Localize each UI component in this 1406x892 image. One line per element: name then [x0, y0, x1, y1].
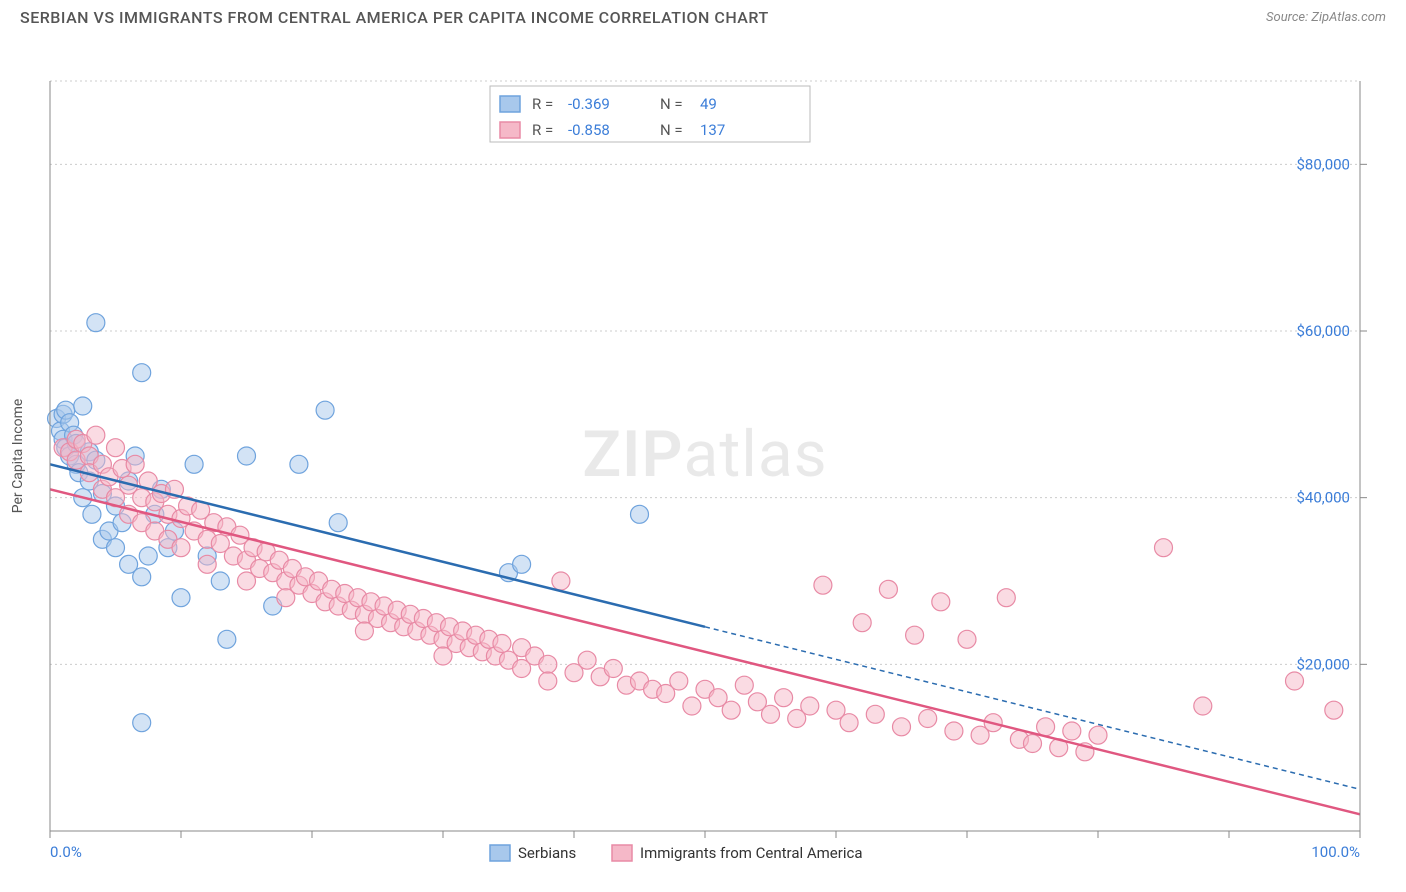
data-point: [945, 722, 963, 740]
data-point: [172, 539, 190, 557]
bottom-legend-swatch: [612, 845, 632, 861]
chart-title: SERBIAN VS IMMIGRANTS FROM CENTRAL AMERI…: [20, 8, 769, 27]
data-point: [539, 655, 557, 673]
data-point: [238, 447, 256, 465]
data-point: [552, 572, 570, 590]
chart-source: Source: ZipAtlas.com: [1266, 10, 1386, 25]
data-point: [290, 455, 308, 473]
data-point: [133, 364, 151, 382]
data-point: [762, 705, 780, 723]
y-tick-label: $60,000: [1296, 322, 1350, 340]
data-point: [932, 593, 950, 611]
data-point: [211, 572, 229, 590]
data-point: [493, 635, 511, 653]
bottom-legend-label: Immigrants from Central America: [640, 844, 863, 862]
y-tick-label: $80,000: [1296, 155, 1350, 173]
data-point: [853, 614, 871, 632]
data-point: [218, 630, 236, 648]
data-point: [1037, 718, 1055, 736]
data-point: [139, 547, 157, 565]
data-point: [683, 697, 701, 715]
legend-swatch: [500, 96, 520, 112]
data-point: [1194, 697, 1212, 715]
data-point: [539, 672, 557, 690]
data-point: [722, 701, 740, 719]
y-tick-label: $40,000: [1296, 489, 1350, 507]
data-point: [840, 714, 858, 732]
data-point: [997, 589, 1015, 607]
legend-n-value: 137: [700, 121, 725, 139]
data-point: [801, 697, 819, 715]
legend-n-label: N =: [660, 121, 683, 139]
data-point: [316, 401, 334, 419]
data-point: [604, 660, 622, 678]
data-point: [83, 505, 101, 523]
data-point: [814, 576, 832, 594]
legend-r-value: -0.858: [568, 121, 610, 139]
data-point: [1063, 722, 1081, 740]
legend-r-value: -0.369: [568, 95, 610, 113]
data-point: [919, 710, 937, 728]
bottom-legend-swatch: [490, 845, 510, 861]
data-point: [329, 514, 347, 532]
data-point: [513, 555, 531, 573]
data-point: [1286, 672, 1304, 690]
data-point: [126, 455, 144, 473]
data-point: [133, 714, 151, 732]
data-point: [1155, 539, 1173, 557]
chart-area: ZIPatlas 0.0% 100.0% $20,000 $40,000 $60,000 $…: [0, 31, 1406, 881]
x-tick-label: 100.0%: [1311, 843, 1360, 861]
chart-header: SERBIAN VS IMMIGRANTS FROM CENTRAL AMERI…: [0, 0, 1406, 31]
data-point: [87, 314, 105, 332]
legend-r-label: R =: [532, 121, 553, 139]
data-point: [906, 626, 924, 644]
data-point: [893, 718, 911, 736]
data-point: [198, 555, 216, 573]
data-point: [775, 689, 793, 707]
legend-swatch: [500, 122, 520, 138]
data-point: [1325, 701, 1343, 719]
legend-n-label: N =: [660, 95, 683, 113]
y-tick-label: $20,000: [1296, 655, 1350, 673]
data-point: [185, 455, 203, 473]
data-point: [958, 630, 976, 648]
data-point: [879, 580, 897, 598]
data-point: [133, 568, 151, 586]
y-axis-label: Per Capita Income: [10, 399, 26, 514]
data-point: [107, 539, 125, 557]
watermark: ZIPatlas: [582, 417, 827, 492]
legend-r-label: R =: [532, 95, 553, 113]
data-point: [578, 651, 596, 669]
data-point: [172, 589, 190, 607]
data-point: [866, 705, 884, 723]
scatter-chart-svg: ZIPatlas 0.0% 100.0% $20,000 $40,000 $60,000 $…: [0, 31, 1406, 881]
data-point: [631, 505, 649, 523]
legend-n-value: 49: [700, 95, 717, 113]
data-point: [107, 439, 125, 457]
data-point: [1024, 735, 1042, 753]
data-point: [670, 672, 688, 690]
x-tick-label: 0.0%: [50, 843, 82, 861]
data-point: [735, 676, 753, 694]
bottom-legend-label: Serbians: [518, 844, 576, 862]
data-point: [87, 426, 105, 444]
data-point: [1089, 726, 1107, 744]
data-point: [74, 397, 92, 415]
